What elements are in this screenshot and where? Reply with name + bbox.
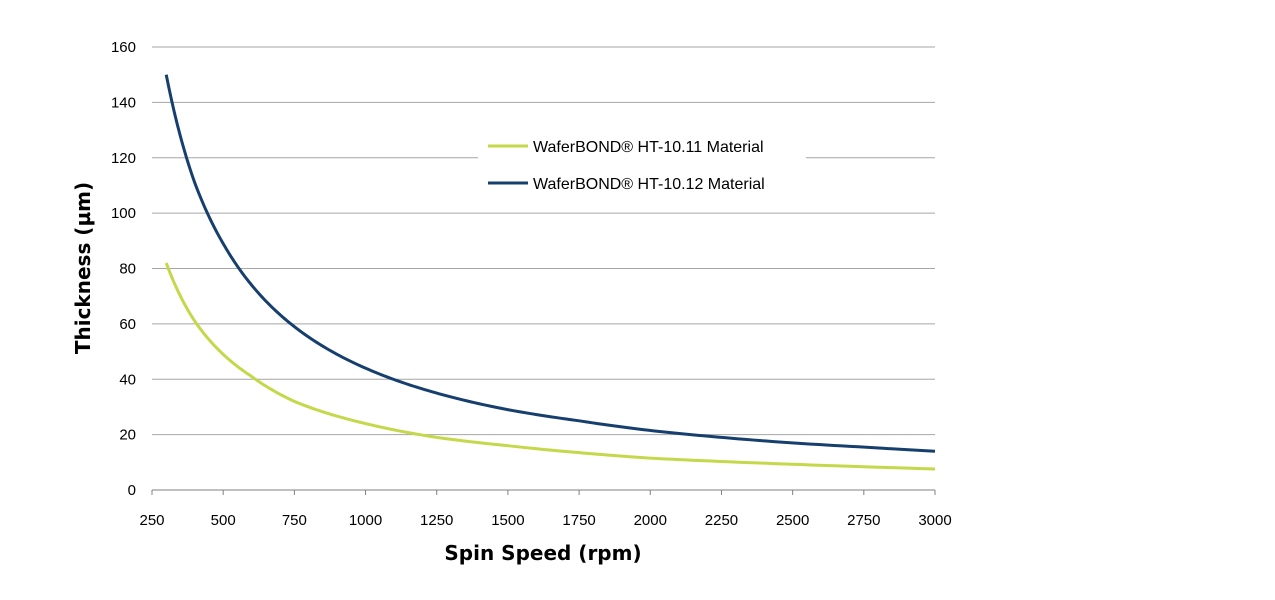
series-line-1 xyxy=(164,262,936,471)
y-tick-label: 40 xyxy=(119,371,136,388)
x-axis-title: Spin Speed (rpm) xyxy=(444,541,641,565)
x-tick-label: 1500 xyxy=(491,512,524,529)
legend-label-ht-10-11: WaferBOND® HT-10.11 Material xyxy=(533,139,764,156)
x-tick-label: 1250 xyxy=(420,512,453,529)
x-tick-label: 500 xyxy=(211,512,236,529)
series-lines xyxy=(164,74,936,471)
gridlines xyxy=(152,46,935,436)
legend-background xyxy=(478,130,806,202)
legend: WaferBOND® HT-10.11 Material WaferBOND® … xyxy=(478,130,806,202)
y-tick-labels: 0 20 40 60 80 100 120 140 160 xyxy=(111,39,136,499)
x-tick-label: 250 xyxy=(139,512,164,529)
y-tick-label: 120 xyxy=(111,150,136,167)
x-tick-label: 1000 xyxy=(349,512,382,529)
y-tick-label: 140 xyxy=(111,94,136,111)
y-tick-label: 160 xyxy=(111,39,136,56)
series-line-2 xyxy=(164,74,936,453)
x-tick-label: 2000 xyxy=(634,512,667,529)
y-tick-label: 20 xyxy=(119,427,136,444)
x-tick-label: 2750 xyxy=(847,512,880,529)
y-tick-label: 0 xyxy=(128,482,136,499)
y-tick-label: 100 xyxy=(111,205,136,222)
legend-label-ht-10-12: WaferBOND® HT-10.12 Material xyxy=(533,176,765,193)
y-tick-label: 60 xyxy=(119,316,136,333)
x-tick-labels: 250 500 750 1000 1250 1500 1750 2000 2250 2500 275… xyxy=(139,490,952,529)
x-tick-label: 3000 xyxy=(918,512,951,529)
x-tick-label: 2250 xyxy=(705,512,738,529)
x-tick-label: 750 xyxy=(282,512,307,529)
y-axis-title: Thickness (µm) xyxy=(71,182,95,354)
x-tick-label: 2500 xyxy=(776,512,809,529)
y-tick-label: 80 xyxy=(119,261,136,278)
x-tick-label: 1750 xyxy=(562,512,595,529)
